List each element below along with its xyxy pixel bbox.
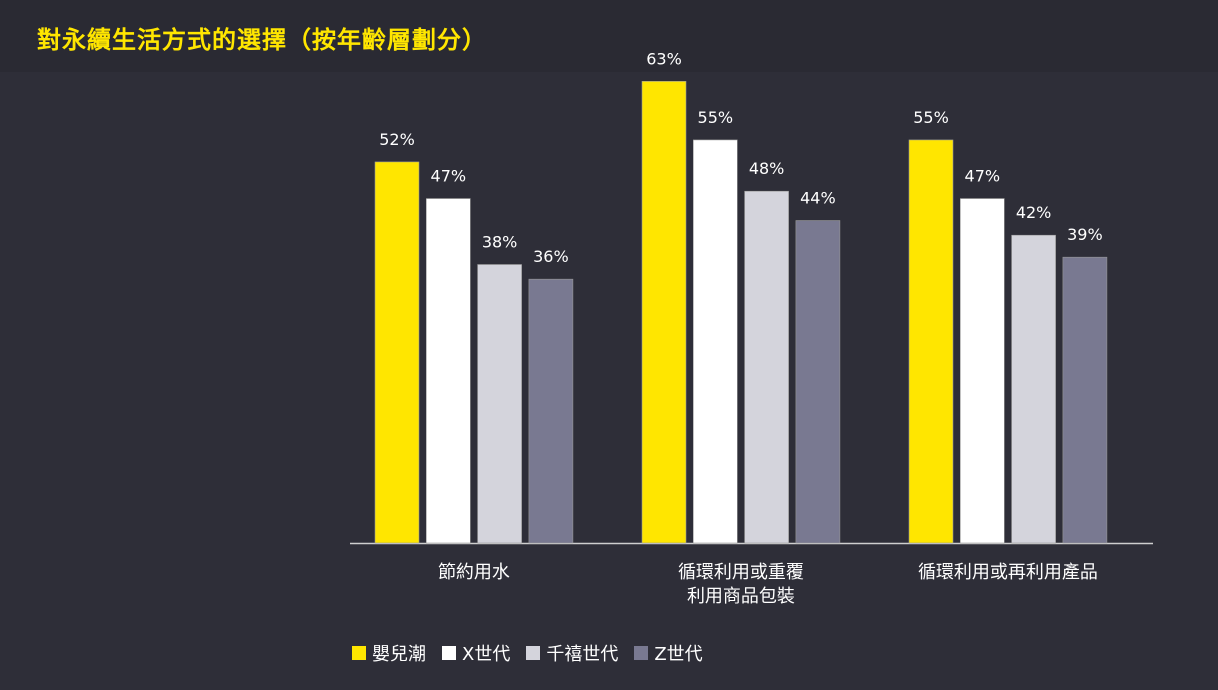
header-band — [0, 0, 1218, 72]
bar — [1062, 256, 1108, 544]
category-label: 循環利用或重覆 — [678, 562, 804, 583]
bar — [744, 190, 789, 544]
legend-item: X世代 — [442, 640, 510, 666]
legend-label: 千禧世代 — [546, 644, 619, 665]
bar — [1011, 234, 1056, 544]
legend-item: 嬰兒潮 — [352, 640, 426, 666]
data-label: 48% — [749, 159, 785, 178]
legend-swatch — [526, 646, 541, 660]
bar — [374, 161, 420, 544]
data-label: 63% — [646, 49, 682, 68]
data-label: 55% — [913, 108, 949, 127]
bar — [477, 264, 522, 544]
chart-title: 對永續生活方式的選擇（按年齡層劃分） — [37, 26, 487, 54]
data-label: 39% — [1067, 225, 1103, 244]
legend-item: Z世代 — [634, 640, 703, 666]
legend-swatch — [442, 646, 456, 660]
data-label: 36% — [533, 247, 569, 266]
data-label: 55% — [698, 108, 734, 127]
legend-item: 千禧世代 — [526, 640, 618, 666]
bar — [692, 139, 738, 544]
bar — [528, 278, 574, 544]
category-label: 循環利用或再利用產品 — [918, 562, 1098, 583]
data-label: 47% — [965, 167, 1001, 186]
bar — [959, 198, 1005, 544]
chart-legend: 嬰兒潮 X世代 千禧世代 Z世代 — [352, 640, 703, 666]
legend-label: Z世代 — [654, 644, 703, 665]
bar — [795, 220, 841, 544]
data-label: 42% — [1016, 203, 1052, 222]
data-label: 44% — [800, 189, 836, 208]
bar — [425, 198, 471, 544]
category-label: 利用商品包裝 — [687, 586, 795, 607]
legend-label: 嬰兒潮 — [372, 644, 426, 665]
data-label: 47% — [431, 167, 467, 186]
bar — [641, 81, 687, 544]
bar — [908, 139, 954, 544]
legend-label: X世代 — [462, 644, 511, 665]
category-label: 節約用水 — [438, 562, 510, 583]
legend-swatch — [352, 646, 366, 660]
data-label: 38% — [482, 233, 518, 252]
legend-swatch — [634, 646, 649, 660]
data-label: 52% — [379, 130, 415, 149]
